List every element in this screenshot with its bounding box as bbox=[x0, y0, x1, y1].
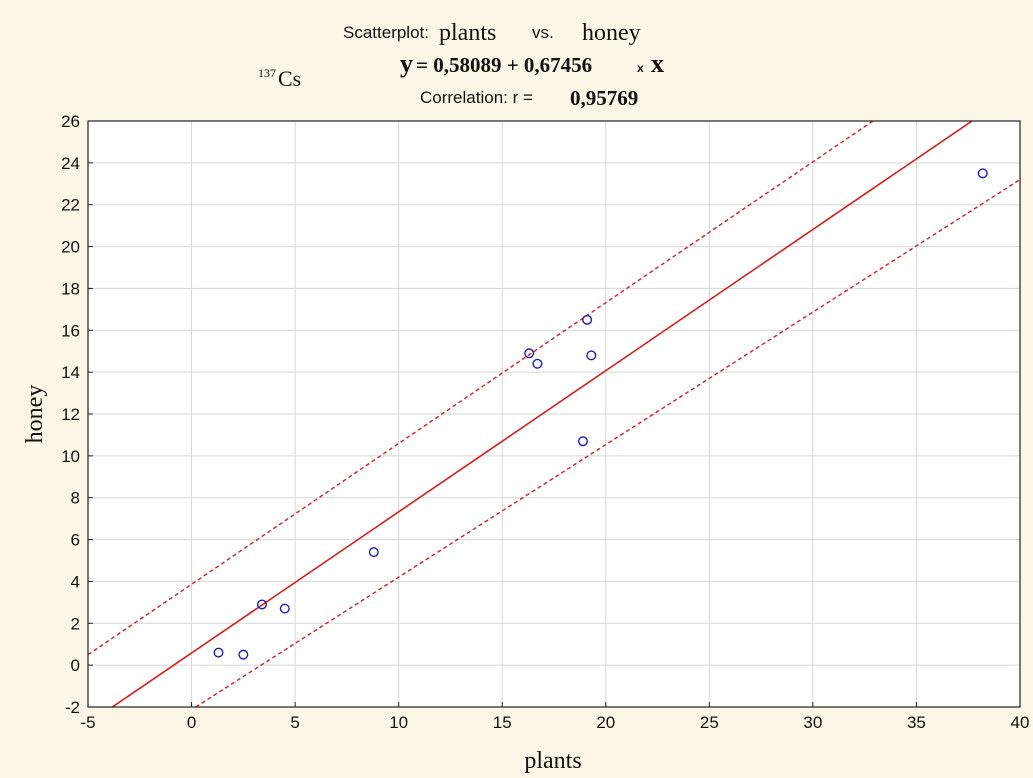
regression-line-group bbox=[111, 120, 973, 708]
title-scatter-prefix: Scatterplot: bbox=[343, 23, 429, 42]
title-y-name: honey bbox=[582, 20, 641, 46]
data-point bbox=[524, 348, 535, 359]
x-axis-label: plants bbox=[524, 748, 581, 774]
correlation-value: 0,95769 bbox=[570, 86, 638, 110]
y-tick-label: 2 bbox=[71, 614, 80, 633]
confidence-band-lower bbox=[195, 179, 1021, 708]
x-tick-label: 5 bbox=[290, 713, 299, 732]
data-point bbox=[582, 314, 593, 325]
y-tick-label: 12 bbox=[61, 405, 80, 424]
x-tick-label: 15 bbox=[493, 713, 512, 732]
x-tick-label: -5 bbox=[80, 713, 95, 732]
gridlines bbox=[88, 121, 1020, 707]
isotope-symbol: Cs bbox=[278, 66, 301, 91]
data-point bbox=[577, 436, 588, 447]
equation-y: y bbox=[400, 49, 413, 78]
equation-body: = 0,58089 + 0,67456 bbox=[416, 53, 592, 77]
equation-x: x bbox=[651, 49, 664, 78]
y-tick-label: 16 bbox=[61, 321, 80, 340]
data-point bbox=[238, 649, 249, 660]
x-tick-label: 40 bbox=[1011, 713, 1030, 732]
data-points bbox=[213, 168, 988, 660]
data-point bbox=[586, 350, 597, 361]
equation-times: x bbox=[637, 61, 644, 75]
regression-line bbox=[111, 120, 973, 708]
y-tick-label: 24 bbox=[61, 154, 80, 173]
data-point bbox=[213, 647, 224, 658]
plot-frame bbox=[87, 120, 1021, 708]
y-tick-label: 4 bbox=[71, 572, 80, 591]
confidence-band bbox=[87, 120, 1021, 708]
x-tick-label: 25 bbox=[700, 713, 719, 732]
x-tick-label: 0 bbox=[187, 713, 196, 732]
x-tick-label: 20 bbox=[596, 713, 615, 732]
data-point bbox=[532, 358, 543, 369]
isotope-superscript: 137 bbox=[258, 66, 276, 80]
data-point bbox=[256, 599, 267, 610]
correlation-label: Correlation: r = bbox=[420, 88, 533, 107]
y-tick-label: 14 bbox=[61, 363, 80, 382]
x-tick-label: 30 bbox=[803, 713, 822, 732]
data-point bbox=[977, 168, 988, 179]
y-tick-label: 10 bbox=[61, 447, 80, 466]
y-tick-label: -2 bbox=[65, 698, 80, 717]
y-tick-label: 22 bbox=[61, 196, 80, 215]
y-tick-label: 18 bbox=[61, 279, 80, 298]
title-vs: vs. bbox=[532, 23, 554, 42]
y-tick-label: 8 bbox=[71, 489, 80, 508]
data-point bbox=[368, 547, 379, 558]
y-tick-label: 20 bbox=[61, 238, 80, 257]
title-x-name: plants bbox=[439, 20, 496, 46]
x-tick-label: 10 bbox=[389, 713, 408, 732]
y-tick-label: 0 bbox=[71, 656, 80, 675]
y-axis-label: honey bbox=[22, 385, 48, 444]
y-tick-label: 6 bbox=[71, 531, 80, 550]
x-tick-label: 35 bbox=[907, 713, 926, 732]
y-tick-label: 26 bbox=[61, 112, 80, 131]
axis-ticks: -5 0 5 10 15 20 25 30 35 40-202468101214161820222… bbox=[61, 112, 1029, 732]
data-point bbox=[279, 603, 290, 614]
